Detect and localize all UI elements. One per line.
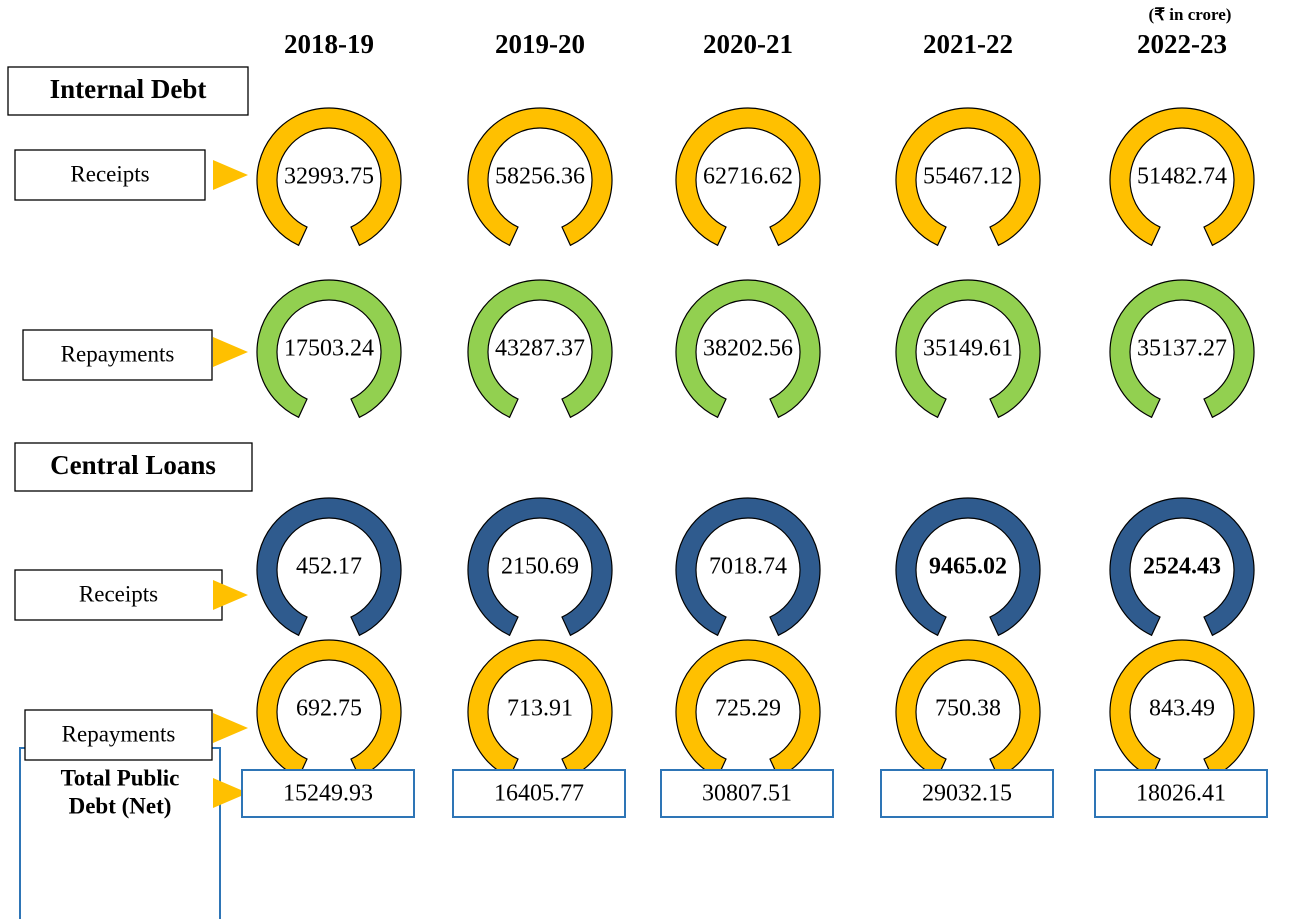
ring	[467, 279, 613, 419]
ring	[1109, 279, 1255, 419]
ring	[256, 279, 402, 419]
total-value-box	[660, 769, 834, 818]
ring	[467, 639, 613, 779]
row-label: Receipts	[70, 161, 149, 186]
arrow	[213, 580, 248, 610]
ring	[675, 639, 821, 779]
row-label: Repayments	[62, 721, 176, 746]
row-value: 35149.61	[923, 336, 1013, 362]
row-value: 2524.43	[1143, 554, 1221, 580]
row-value: 38202.56	[703, 336, 793, 362]
row-value: 2150.69	[501, 554, 579, 580]
arrow	[213, 778, 248, 808]
row-label: Receipts	[79, 581, 158, 606]
ring	[256, 107, 402, 247]
year-label: 2021-22	[923, 29, 1013, 59]
row-label: Repayments	[61, 341, 175, 366]
row-value: 725.29	[715, 696, 781, 722]
row-box	[24, 709, 213, 761]
row-value: 9465.02	[929, 554, 1007, 580]
total-value: 30807.51	[702, 781, 792, 807]
row-box	[14, 149, 206, 201]
row-value: 58256.36	[495, 164, 585, 190]
section-title: Internal Debt	[50, 74, 207, 104]
year-label: 2022-23	[1137, 29, 1227, 59]
ring	[467, 107, 613, 247]
total-value-box	[1094, 769, 1268, 818]
section-box	[7, 66, 249, 116]
ring	[895, 497, 1041, 637]
total-value: 18026.41	[1136, 781, 1226, 807]
row-value: 35137.27	[1137, 336, 1227, 362]
total-value-box	[452, 769, 626, 818]
row-box	[22, 329, 213, 381]
row-value: 51482.74	[1137, 164, 1227, 190]
ring	[1109, 639, 1255, 779]
ring	[675, 107, 821, 247]
ring	[895, 279, 1041, 419]
ring	[467, 497, 613, 637]
ring	[1109, 107, 1255, 247]
ring	[895, 639, 1041, 779]
row-value: 62716.62	[703, 164, 793, 190]
total-value: 16405.77	[494, 781, 584, 807]
total-value: 29032.15	[922, 781, 1012, 807]
row-value: 43287.37	[495, 336, 585, 362]
row-value: 17503.24	[284, 336, 374, 362]
ring	[1109, 497, 1255, 637]
row-value: 452.17	[296, 554, 362, 580]
row-value: 843.49	[1149, 696, 1215, 722]
total-value: 15249.93	[283, 781, 373, 807]
total-value-box	[880, 769, 1054, 818]
ring	[256, 639, 402, 779]
ring	[675, 497, 821, 637]
row-value: 7018.74	[709, 554, 787, 580]
arrow	[213, 337, 248, 367]
row-value: 55467.12	[923, 164, 1013, 190]
row-value: 750.38	[935, 696, 1001, 722]
row-box	[14, 569, 223, 621]
total-label: Total Public	[61, 765, 180, 790]
total-value-box	[241, 769, 415, 818]
ring	[675, 279, 821, 419]
unit-note: (₹ in crore)	[1149, 5, 1232, 24]
total-label: Debt (Net)	[69, 793, 172, 818]
arrow	[213, 160, 248, 190]
ring	[895, 107, 1041, 247]
row-value: 692.75	[296, 696, 362, 722]
section-box	[14, 442, 253, 492]
year-label: 2020-21	[703, 29, 793, 59]
row-value: 713.91	[507, 696, 573, 722]
year-label: 2019-20	[495, 29, 585, 59]
year-label: 2018-19	[284, 29, 374, 59]
row-value: 32993.75	[284, 164, 374, 190]
arrow	[213, 713, 248, 743]
section-title: Central Loans	[50, 450, 216, 480]
ring	[256, 497, 402, 637]
